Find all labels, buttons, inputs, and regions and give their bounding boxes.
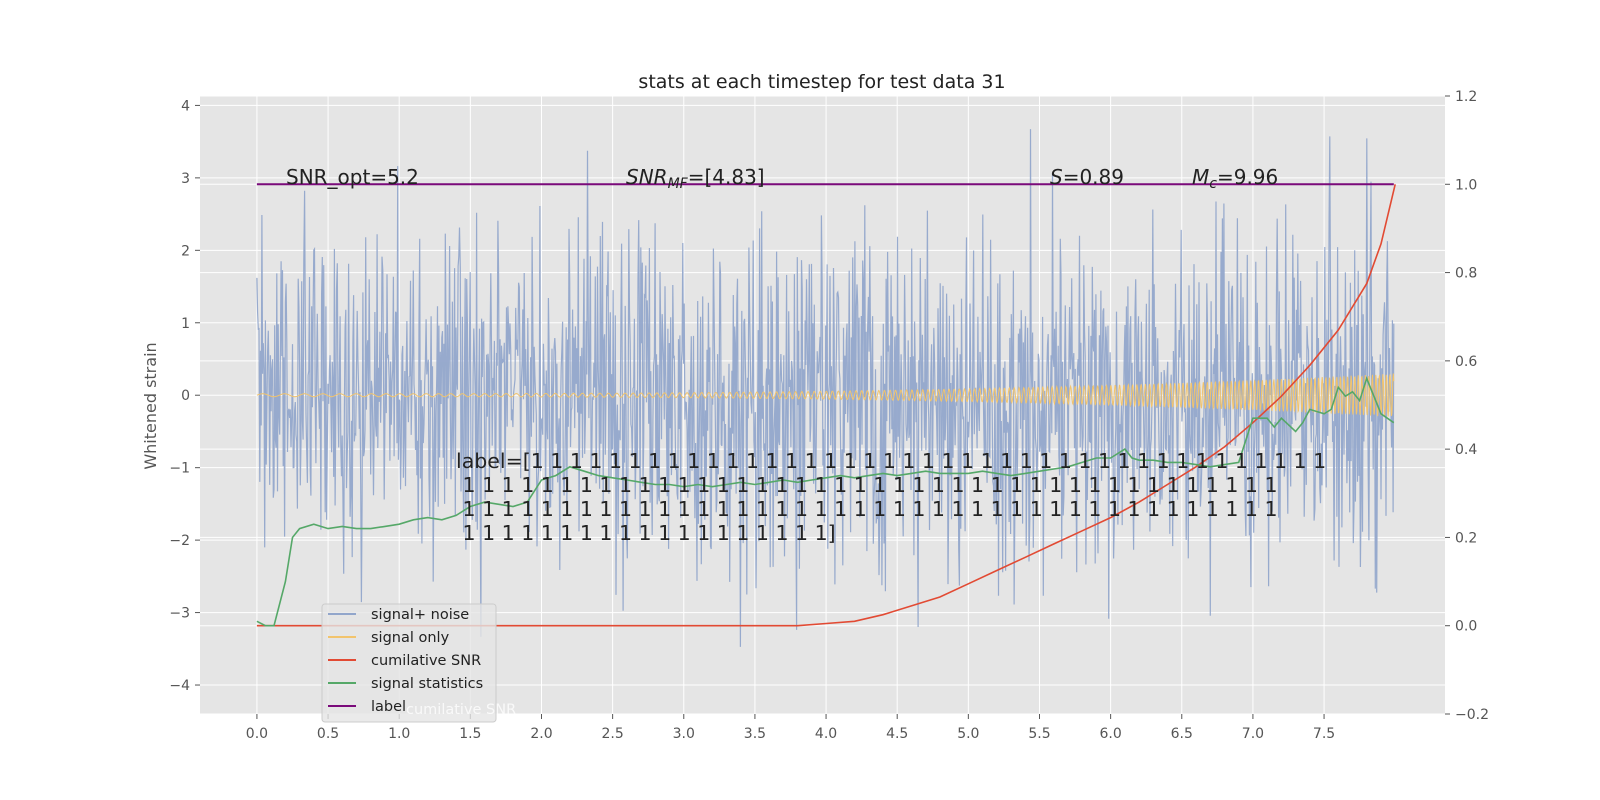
cumilative-snr-line [256,184,1396,627]
mc-value: =9.96 [1217,165,1278,189]
signal-only-series [256,373,1395,417]
annotation-snr-opt: SNR_opt=5.2 [286,165,419,189]
x-tick-label: 6.5 [1171,726,1193,742]
x-tick-label: 7.5 [1313,726,1335,742]
x-tick-label: 2.5 [601,726,623,742]
y-tick-label: 1 [181,316,190,332]
snr-mf-sub: MF [668,176,689,192]
y2-tick-label: 0.8 [1455,266,1477,282]
signal-only-line [256,373,1395,417]
x-tick-label: 0.5 [317,726,339,742]
s-italic: S [1050,165,1063,189]
label-text-line-3: 1 1 1 1 1 1 1 1 1 1 1 1 1 1 1 1 1 1 1 1 … [456,497,1277,521]
annotation-mc: Mc=9.96 [1192,165,1278,192]
x-tick-label: 5.5 [1028,726,1050,742]
axes: 0.0 0.5 1.0 1.5 2.0 2.5 3.0 3.5 4.0 4.5 5.0 5.5 6.0 6… [169,89,1489,742]
y2-tick-label: −0.2 [1455,707,1489,723]
legend-label: signal+ noise [371,607,469,623]
x-tick-label: 7.0 [1242,726,1264,742]
y2-tick-label: 0.2 [1455,530,1477,546]
legend-ghost-text: cumilative SNR [406,702,516,718]
y-tick-label: −3 [169,606,190,622]
signal-statistics-line [256,376,1395,627]
y-tick-label: 3 [181,171,190,187]
line-series [256,183,1396,627]
x-tick-label: 0.0 [246,726,268,742]
x-tick-label: 1.0 [388,726,410,742]
y2-tick-label: 0.6 [1455,354,1477,370]
y2-tick-label: 1.2 [1455,89,1477,105]
y-tick-label: 0 [181,388,190,404]
x-tick-label: 6.0 [1099,726,1121,742]
s-value: =0.89 [1063,165,1124,189]
y-tick-label: 2 [181,243,190,259]
x-tick-label: 3.5 [744,726,766,742]
label-text-line-2: 1 1 1 1 1 1 1 1 1 1 1 1 1 1 1 1 1 1 1 1 … [456,473,1277,497]
legend-label: label [371,699,406,715]
y2-tick-label: 0.0 [1455,619,1477,635]
x-tick-label: 2.0 [530,726,552,742]
chart-title: stats at each timestep for test data 31 [638,71,1005,93]
annotation-s: S=0.89 [1050,165,1124,189]
x-tick-label: 5.0 [957,726,979,742]
label-text-line-1: label=[1 1 1 1 1 1 1 1 1 1 1 1 1 1 1 1 1… [456,449,1326,473]
legend-label: signal statistics [371,676,483,692]
x-tick-label: 3.0 [673,726,695,742]
mc-italic: M [1192,165,1209,189]
y-axis-label: Whitened strain [141,342,160,469]
legend-label: cumilative SNR [371,653,481,669]
legend: cumilative SNR signal+ noise signal only c… [321,603,516,723]
y-tick-label: −4 [169,678,190,694]
y2-tick-label: 1.0 [1455,177,1477,193]
x-tick-label: 4.5 [886,726,908,742]
y2-tick-label: 0.4 [1455,442,1477,458]
mc-sub: c [1209,176,1217,192]
legend-label: signal only [371,630,450,646]
label-text-line-4: 1 1 1 1 1 1 1 1 1 1 1 1 1 1 1 1 1 1 1] [456,521,836,545]
y-tick-label: 4 [181,98,190,114]
x-tick-label: 4.0 [815,726,837,742]
x-tick-label: 1.5 [459,726,481,742]
legend-box [321,603,497,723]
y-tick-label: −2 [169,533,190,549]
legend-items: signal+ noise signal only cumilative SNR si… [328,607,483,715]
annotation-snr-mf: SNRMF=[4.83] [626,165,765,192]
snr-mf-prefix: SNR [626,165,668,189]
snr-mf-value: =[4.83] [688,165,765,189]
y-tick-label: −1 [169,461,190,477]
